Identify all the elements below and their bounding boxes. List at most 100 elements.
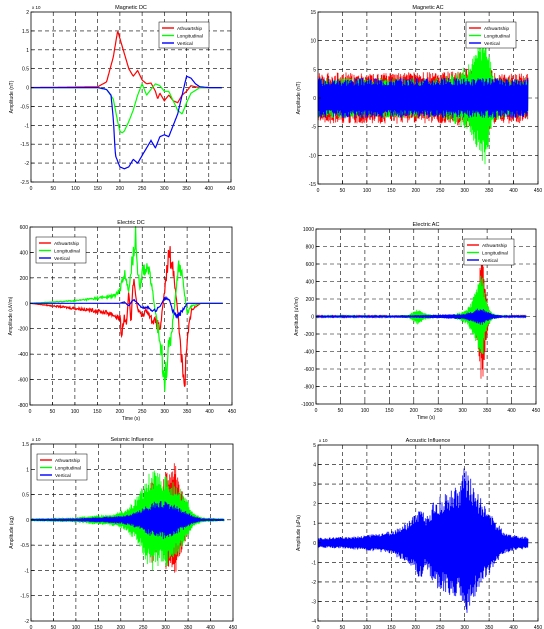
y-tick-label: -600 (304, 367, 314, 373)
x-tick-label: 150 (387, 625, 396, 629)
y-tick-label: 600 (306, 262, 315, 268)
chart-panel-4: 0 50 100 150 200 250 300 350 400 450 -1000 -800 -600… (294, 222, 540, 421)
y-tick-label: 1000 (303, 227, 314, 233)
y-tick-label: -2 (312, 580, 317, 586)
series-line-1 (317, 468, 529, 613)
y-axis-label: Amplitude (uPa) (296, 515, 302, 551)
x-tick-label: 100 (71, 409, 80, 415)
x-tick-label: 50 (340, 188, 346, 194)
x-tick-label: 400 (205, 409, 214, 415)
x-tick-label: 50 (50, 186, 56, 192)
chart-panel-6: 0 50 100 150 200 250 300 350 400 450 -4 -3 -2 -1 0 1 2 3 4… (296, 438, 542, 629)
x-tick-label: 350 (485, 625, 494, 629)
x-tick-label: 250 (138, 409, 147, 415)
x-tick-label: 50 (340, 625, 346, 629)
x-tick-label: 200 (412, 625, 421, 629)
x-tick-label: 100 (363, 625, 372, 629)
y-tick-label: -200 (18, 327, 28, 333)
y-tick-label: 0 (311, 315, 314, 321)
x-tick-label: 400 (509, 188, 518, 194)
series-line-3 (30, 296, 223, 319)
chart-panel-1: 0 50 100 150 200 250 300 350 400 450 -2.5 -2 -1.5 -1 -… (9, 5, 235, 192)
x-tick-label: 450 (534, 625, 543, 629)
y-tick-label: -0.5 (20, 543, 29, 549)
legend-label: Athwartship (54, 241, 79, 247)
y-tick-label: 0 (26, 86, 29, 92)
x-tick-label: 300 (160, 409, 169, 415)
y-tick-label: -600 (18, 378, 28, 384)
y-tick-label: 400 (306, 280, 315, 286)
x-tick-label: 400 (509, 625, 518, 629)
y-tick-label: -2 (25, 161, 30, 167)
x-tick-label: 200 (410, 408, 419, 414)
x-tick-label: 400 (206, 625, 215, 629)
y-tick-label: 0.5 (22, 493, 29, 499)
y-tick-label: -1 (312, 560, 317, 566)
x-tick-label: 450 (532, 408, 541, 414)
series-line-3 (31, 75, 222, 170)
legend-label: Longitudinal (484, 33, 510, 39)
chart-panel-2: 0 50 100 150 200 250 300 350 400 450 -15 -10 -5 0 5 10 1… (296, 5, 542, 194)
x-tick-label: 200 (116, 409, 125, 415)
chart-title: Magnetic DC (115, 5, 147, 11)
axis-exponent: x 10 (32, 5, 41, 10)
x-tick-label: 350 (183, 409, 192, 415)
x-tick-label: 400 (507, 408, 516, 414)
y-tick-label: 5 (313, 443, 316, 449)
x-tick-label: 450 (227, 186, 236, 192)
x-tick-label: 450 (534, 188, 543, 194)
x-axis-label: Time (s) (122, 416, 140, 422)
x-tick-label: 350 (184, 625, 193, 629)
x-tick-label: 300 (161, 625, 170, 629)
y-tick-label: 600 (20, 225, 29, 231)
y-tick-label: -1 (25, 568, 30, 574)
x-tick-label: 50 (51, 625, 57, 629)
y-tick-label: 1 (26, 467, 29, 473)
y-tick-label: -15 (309, 182, 316, 188)
legend-label: Athwartship (177, 26, 202, 32)
y-tick-label: 400 (20, 250, 29, 256)
y-tick-label: 2 (26, 10, 29, 16)
y-tick-label: 3 (313, 482, 316, 488)
y-tick-label: 1.5 (22, 29, 29, 35)
y-tick-label: 15 (310, 10, 316, 16)
axis-exponent: x 10 (319, 438, 328, 443)
y-tick-label: 0 (313, 96, 316, 102)
x-tick-label: 0 (315, 408, 318, 414)
y-tick-label: 10 (310, 39, 316, 45)
y-tick-label: -800 (304, 385, 314, 391)
x-tick-label: 250 (139, 625, 148, 629)
chart-title: Electric DC (117, 220, 145, 226)
x-tick-label: 50 (338, 408, 344, 414)
x-tick-label: 450 (229, 625, 238, 629)
legend-label: Longitudinal (177, 33, 203, 39)
chart-title: Electric AC (413, 222, 440, 228)
x-tick-label: 0 (317, 625, 320, 629)
legend-label: Vertical (484, 41, 500, 47)
y-axis-label: Amplitude (ug) (9, 516, 15, 549)
y-axis-label: Amplitude (uV/m) (8, 296, 14, 335)
x-tick-label: 450 (228, 409, 237, 415)
series-line-3 (30, 501, 225, 540)
x-tick-label: 250 (436, 625, 445, 629)
y-tick-label: 200 (306, 297, 315, 303)
x-tick-label: 0 (30, 186, 33, 192)
x-tick-label: 0 (30, 625, 33, 629)
chart-title: Seismic Influence (110, 437, 153, 443)
y-axis-label: Amplitude (nT) (9, 80, 15, 113)
x-tick-label: 250 (434, 408, 443, 414)
legend-label: Athwartship (55, 458, 80, 464)
chart-panel-3: 0 50 100 150 200 250 300 350 400 450 -800 -600 -400 -… (8, 220, 236, 422)
x-tick-label: 150 (387, 188, 396, 194)
chart-title: Acoustic Influence (406, 438, 451, 444)
y-tick-label: 1.5 (22, 442, 29, 448)
x-tick-label: 350 (485, 188, 494, 194)
x-tick-label: 150 (385, 408, 394, 414)
legend-label: Athwartship (484, 26, 509, 32)
y-tick-label: 1 (313, 521, 316, 527)
